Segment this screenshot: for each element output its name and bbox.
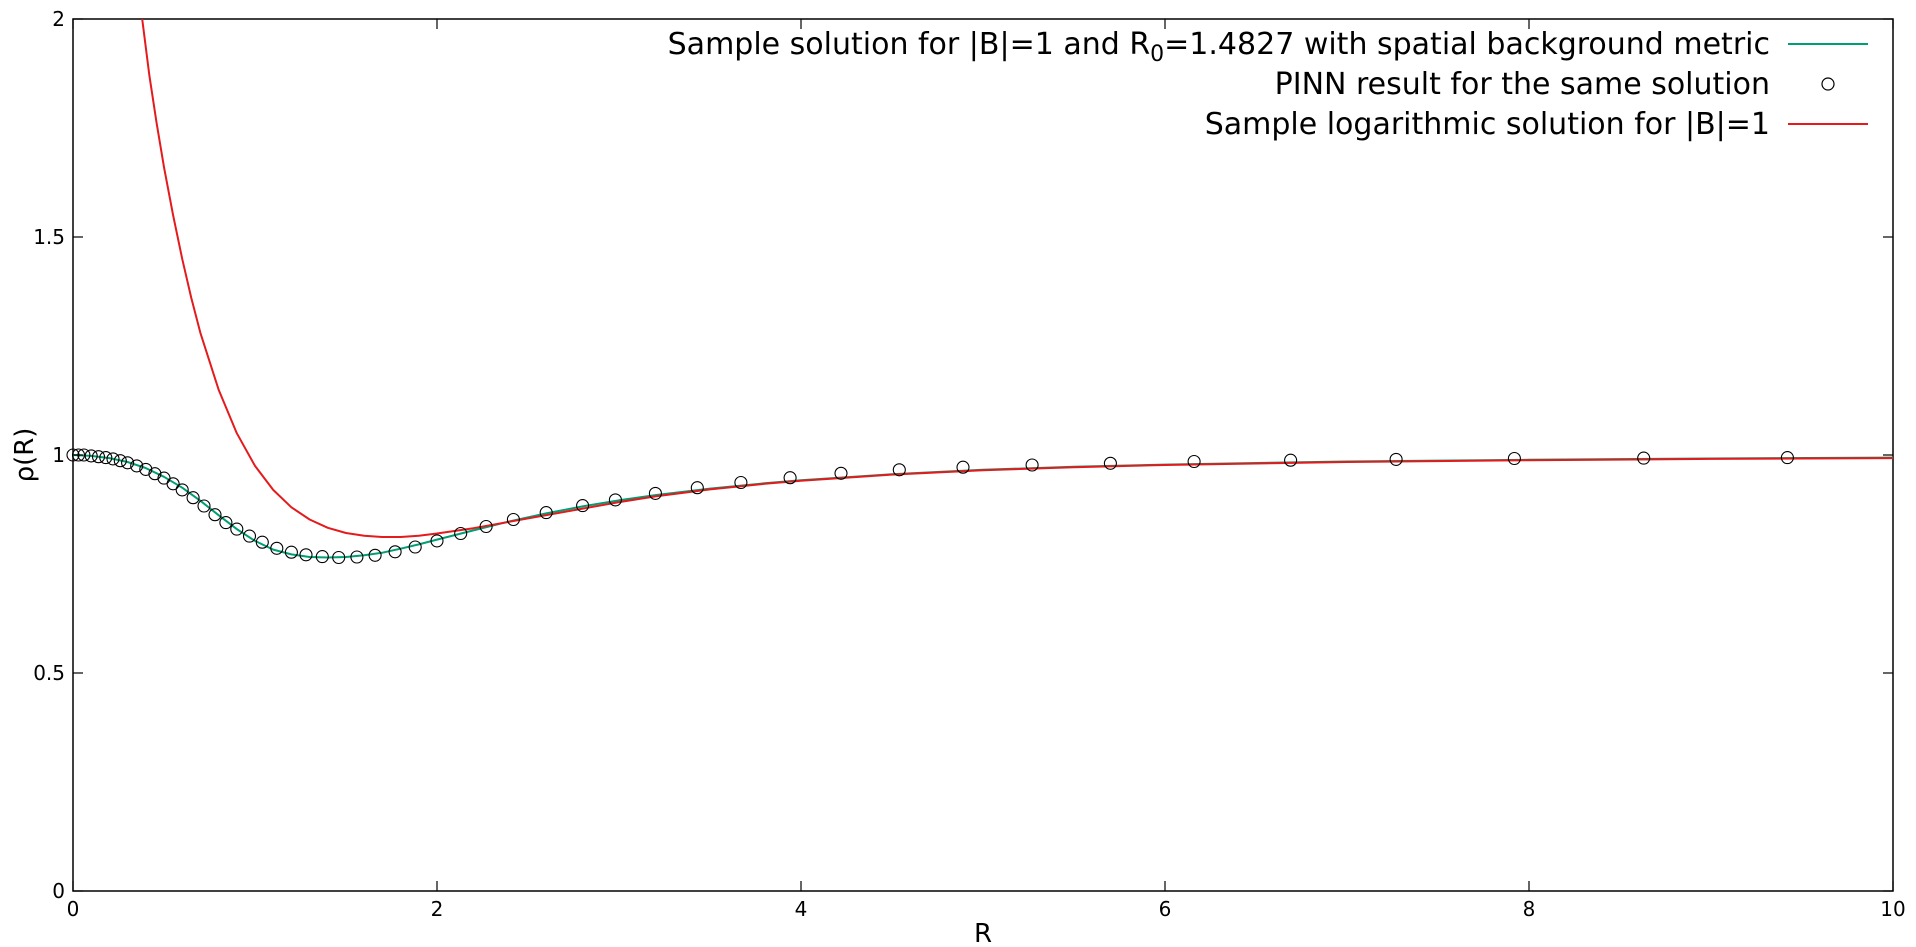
- data-point: [350, 550, 364, 564]
- y-tick-label: 0.5: [33, 661, 65, 685]
- data-point: [506, 512, 520, 527]
- y-tick-label: 2: [52, 7, 65, 31]
- x-tick-label: 2: [431, 897, 444, 921]
- data-point: [1637, 451, 1651, 465]
- data-point: [175, 483, 189, 497]
- x-axis: 0 2 4 6 8 10: [67, 19, 1906, 921]
- legend-label-sample-solution: Sample solution for |B|=1 and R0=1.4827 …: [668, 27, 1770, 67]
- x-tick-label: 10: [1880, 897, 1905, 921]
- data-point: [270, 541, 284, 555]
- data-point: [284, 545, 298, 559]
- data-point: [99, 451, 113, 465]
- data-point: [1103, 456, 1117, 470]
- x-tick-label: 4: [795, 897, 808, 921]
- data-point: [1780, 451, 1794, 465]
- legend-swatch-pinn: [1821, 77, 1835, 91]
- legend-label-pinn: PINN result for the same solution: [1275, 67, 1770, 102]
- data-point: [71, 448, 86, 462]
- data-point: [166, 477, 180, 491]
- data-point: [130, 459, 144, 473]
- data-point: [388, 545, 402, 559]
- data-point: [1389, 452, 1403, 466]
- y-tick-label: 0: [52, 879, 65, 903]
- data-point: [576, 499, 590, 513]
- data-point: [783, 471, 797, 485]
- x-axis-title: R: [974, 919, 992, 947]
- plot-frame: [72, 18, 1894, 892]
- data-point: [892, 463, 906, 477]
- data-point: [1507, 451, 1521, 466]
- data-point: [834, 466, 848, 480]
- data-point: [430, 534, 444, 548]
- data-point: [157, 471, 171, 485]
- y-tick-label: 1: [52, 443, 65, 467]
- y-axis: 0 0.5 1 1.5 2: [33, 7, 1893, 903]
- data-point: [148, 467, 162, 481]
- data-point: [219, 516, 233, 530]
- data-point: [255, 535, 269, 549]
- data-point: [368, 548, 382, 562]
- data-point: [734, 475, 748, 490]
- data-point: [539, 506, 553, 520]
- data-point: [408, 540, 422, 554]
- plot-area: [66, 18, 1894, 892]
- data-point: [315, 550, 329, 564]
- data-point: [84, 449, 98, 463]
- data-point: [1187, 454, 1201, 469]
- data-point: [1025, 458, 1039, 472]
- x-tick-label: 6: [1159, 897, 1172, 921]
- x-tick-label: 8: [1523, 897, 1536, 921]
- data-point: [648, 486, 662, 500]
- legend-label-logarithmic: Sample logarithmic solution for |B|=1: [1205, 107, 1770, 142]
- data-point: [197, 499, 211, 513]
- data-point: [106, 452, 120, 466]
- data-point: [956, 460, 970, 474]
- data-point: [332, 550, 346, 565]
- data-point: [1284, 453, 1298, 467]
- data-point: [230, 522, 244, 536]
- legend: Sample solution for |B|=1 and R0=1.4827 …: [668, 27, 1868, 142]
- data-point: [299, 548, 313, 562]
- data-point: [454, 526, 468, 541]
- data-point: [608, 493, 622, 507]
- y-axis-title: ρ(R): [10, 428, 40, 483]
- data-point: [208, 508, 222, 522]
- data-point: [186, 491, 200, 505]
- data-point: [690, 481, 704, 495]
- data-point: [242, 529, 257, 543]
- series-layer: [66, 18, 1894, 565]
- data-point: [91, 450, 106, 464]
- x-tick-label: 0: [67, 897, 80, 921]
- data-point: [479, 519, 493, 534]
- y-tick-label: 1.5: [33, 225, 65, 249]
- data-point: [113, 454, 127, 468]
- data-point: [121, 456, 135, 470]
- data-point: [139, 462, 153, 476]
